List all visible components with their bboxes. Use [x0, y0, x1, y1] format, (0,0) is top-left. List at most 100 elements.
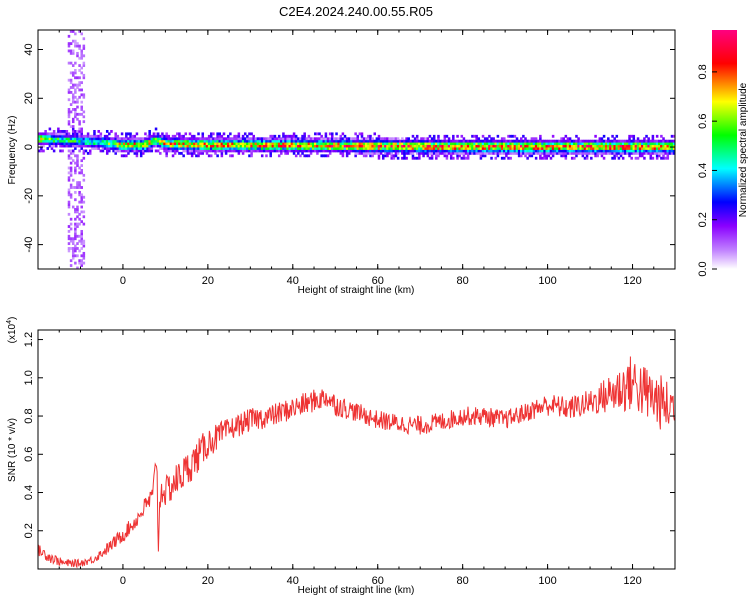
heatmap-cell [229, 142, 232, 146]
heatmap-cell [530, 144, 534, 148]
heatmap-cell [413, 137, 417, 141]
heatmap-cell [636, 139, 640, 143]
heatmap-cell [613, 147, 616, 150]
heatmap-cell [477, 139, 481, 143]
heatmap-cell [165, 134, 168, 138]
heatmap-cell [243, 147, 247, 150]
heatmap-cell [643, 156, 646, 160]
heatmap-cell [50, 144, 54, 148]
heatmap-cell [498, 142, 502, 146]
heatmap-cell [339, 147, 343, 150]
heatmap-cell [171, 142, 175, 146]
heatmap-cell [641, 154, 644, 158]
heatmap-cell [114, 139, 117, 143]
heatmap-cell [660, 151, 663, 155]
heatmap-cell [67, 171, 71, 175]
heatmap-cell [401, 149, 404, 153]
heatmap-cell [133, 147, 137, 150]
heatmap-cell [231, 139, 234, 143]
heatmap-cell [69, 237, 73, 241]
heatmap-cell [577, 149, 580, 153]
heatmap-cell [562, 151, 565, 155]
heatmap-cell [655, 139, 659, 143]
heatmap-cell [469, 144, 472, 148]
heatmap-cell [384, 151, 387, 155]
heatmap-cell [269, 149, 272, 153]
heatmap-cell [381, 156, 385, 160]
heatmap-cell [662, 139, 665, 143]
heatmap-cell [360, 151, 364, 155]
heatmap-cell [133, 137, 137, 141]
heatmap-cell [250, 149, 253, 153]
heatmap-cell [322, 139, 326, 143]
heatmap-cell [475, 151, 478, 155]
heatmap-cell [201, 144, 205, 148]
heatmap-cell [405, 142, 408, 146]
heatmap-cell [142, 137, 145, 141]
heatmap-cell [314, 149, 317, 153]
heatmap-cell [42, 149, 45, 153]
heatmap-cell [114, 134, 117, 138]
heatmap-cell [95, 144, 98, 148]
heatmap-cell [44, 142, 47, 146]
heatmap-cell [526, 156, 529, 160]
heatmap-cell [604, 149, 608, 153]
heatmap-cell [114, 151, 117, 155]
heatmap-cell [670, 139, 674, 143]
heatmap-cell [558, 139, 561, 143]
heatmap-cell [165, 132, 168, 136]
heatmap-cell [458, 149, 461, 153]
heatmap-cell [222, 132, 226, 136]
heatmap-cell [74, 100, 77, 104]
heatmap-cell [460, 139, 464, 143]
heatmap-cell [364, 142, 368, 146]
heatmap-cell [377, 137, 381, 141]
heatmap-cell [305, 137, 309, 141]
heatmap-cell [528, 154, 532, 158]
heatmap-cell [197, 139, 200, 143]
heatmap-cell [229, 139, 232, 143]
heatmap-cell [439, 139, 442, 143]
heatmap-cell [320, 139, 323, 143]
heatmap-cell [69, 149, 73, 153]
heatmap-cell [454, 144, 457, 148]
heatmap-cell [67, 205, 71, 209]
heatmap-cell [432, 144, 436, 148]
heatmap-cell [624, 151, 627, 155]
heatmap-cell [373, 142, 377, 146]
heatmap-cell [615, 142, 619, 146]
heatmap-cell [539, 134, 542, 138]
heatmap-cell [93, 139, 96, 143]
heatmap-cell [617, 139, 621, 143]
heatmap-cell [67, 249, 71, 253]
heatmap-cell [199, 147, 202, 150]
heatmap-cell [475, 137, 478, 141]
y-tick-label: 0.2 [23, 523, 35, 538]
heatmap-cell [74, 208, 77, 211]
heatmap-cell [69, 195, 73, 199]
heatmap-cell [82, 144, 86, 148]
heatmap-cell [662, 156, 665, 160]
heatmap-cell [222, 137, 226, 141]
heatmap-cell [74, 115, 77, 119]
heatmap-cell [159, 147, 162, 150]
heatmap-cell [428, 139, 432, 143]
heatmap-cell [316, 142, 319, 146]
heatmap-cell [505, 149, 508, 153]
heatmap-cell [524, 139, 527, 143]
heatmap-cell [409, 147, 413, 150]
heatmap-cell [503, 139, 506, 143]
heatmap-cell [543, 149, 546, 153]
heatmap-cell [78, 44, 81, 48]
heatmap-cell [316, 139, 319, 143]
heatmap-cell [626, 149, 629, 153]
heatmap-cell [479, 154, 483, 158]
heatmap-cell [265, 139, 268, 143]
heatmap-cell [641, 144, 644, 148]
heatmap-cell [176, 132, 179, 136]
heatmap-cell [420, 151, 423, 155]
heatmap-cell [413, 147, 417, 150]
heatmap-cell [517, 147, 521, 150]
heatmap-cell [69, 71, 73, 75]
heatmap-cell [139, 144, 143, 148]
